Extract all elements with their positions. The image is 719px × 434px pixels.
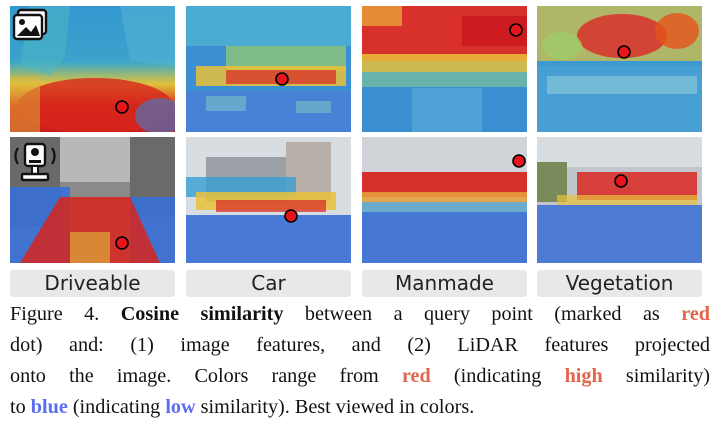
caption-text-7: (indicating	[72, 396, 161, 418]
figure-grid: Driveable Car Manmade Vegetation	[10, 6, 706, 297]
caption-prefix: Figure 4.	[10, 303, 100, 325]
column-label-manmade: Manmade	[362, 270, 527, 297]
heatmap-image-car	[186, 6, 351, 132]
caption-text-3: onto the image. Colors range from	[10, 365, 379, 387]
caption-text-8: similarity). Best viewed in colors.	[200, 396, 475, 418]
figure-caption: Figure 4. Cosine similarity between a qu…	[10, 299, 710, 423]
caption-blue-word: blue	[30, 396, 68, 418]
lidar-sensor-icon	[12, 140, 58, 191]
caption-red-word-2: red	[401, 365, 431, 387]
column-label-car: Car	[186, 270, 351, 297]
heatmap-image-vegetation	[537, 6, 702, 132]
caption-low-word: low	[165, 396, 196, 418]
caption-text-1: between a query point (marked as	[304, 303, 660, 325]
heatmap-image-driveable	[10, 6, 175, 132]
column-label-driveable: Driveable	[10, 270, 175, 297]
heatmap-image-manmade	[362, 6, 527, 132]
heatmap-lidar-manmade	[362, 137, 527, 263]
caption-title: Cosine similarity	[120, 303, 284, 325]
heatmap-lidar-car	[186, 137, 351, 263]
caption-text-2: dot) and: (1) image features, and (2) Li…	[10, 334, 710, 356]
caption-high-word: high	[564, 365, 603, 387]
caption-text-6: to	[10, 396, 26, 418]
caption-red-word-1: red	[681, 303, 711, 325]
image-icon	[12, 8, 50, 47]
heatmap-lidar-vegetation	[537, 137, 702, 263]
caption-text-4: (indicating	[453, 365, 542, 387]
caption-text-5: similarity)	[625, 365, 711, 387]
column-label-vegetation: Vegetation	[537, 270, 702, 297]
